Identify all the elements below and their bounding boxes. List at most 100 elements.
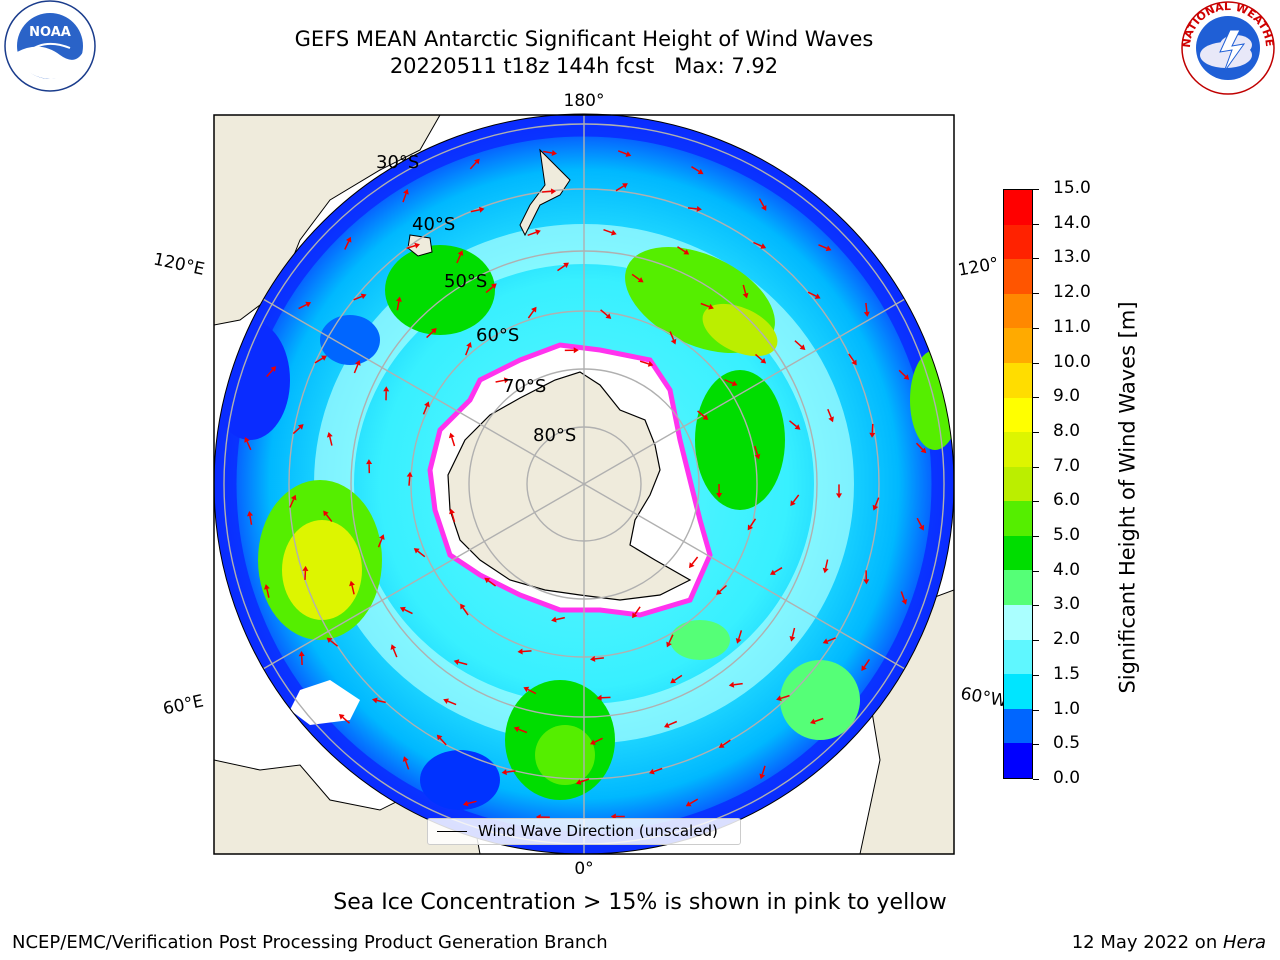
wind-wave-arrow-shaft: [527, 688, 537, 695]
wind-wave-arrow-head: [861, 665, 867, 671]
wind-wave-arrow-shaft: [691, 556, 699, 565]
wind-wave-arrow-head: [338, 714, 345, 720]
noaa-logo: NOAA: [4, 0, 96, 92]
wind-wave-arrow-shaft: [827, 637, 836, 642]
wind-wave-arrow-shaft: [456, 254, 462, 264]
wind-wave-arrow-head: [247, 511, 253, 517]
wind-wave-arrow-head: [918, 524, 925, 531]
wind-wave-arrow-head: [790, 500, 796, 507]
wind-wave-arrow-shaft: [653, 767, 663, 773]
colorbar-segment: [1004, 743, 1032, 778]
wind-wave-arrow-head: [702, 414, 709, 420]
wind-wave-arrow-head: [760, 243, 767, 249]
wind-wave-arrow-head: [670, 338, 677, 345]
wind-wave-arrow-shaft: [871, 423, 874, 433]
wind-wave-arrow-head: [664, 722, 670, 728]
wind-wave-arrow-head: [479, 206, 485, 213]
footer-date-text: 12 May 2022 on: [1071, 932, 1223, 953]
wind-wave-arrow-head: [760, 358, 767, 364]
wind-wave-arrow-head: [575, 779, 582, 785]
wind-wave-arrow-shaft: [915, 442, 924, 451]
wind-wave-arrow-shaft: [462, 607, 469, 616]
colorbar-segment: [1004, 224, 1032, 260]
wind-wave-arrow-shaft: [687, 207, 697, 210]
colorbar-segment: [1004, 570, 1032, 606]
colorbar-segment: [1004, 501, 1032, 536]
wind-wave-arrow-shaft: [344, 240, 350, 250]
wind-wave-arrow-head: [759, 773, 766, 780]
wind-wave-arrow-head: [326, 637, 333, 643]
wind-wave-arrow-shaft: [824, 559, 829, 569]
map-frame: [213, 114, 955, 855]
wind-wave-arrow-head: [716, 589, 722, 595]
wind-wave-arrow-shaft: [555, 616, 565, 621]
wind-wave-arrow-head: [869, 432, 876, 438]
wind-wave-arrow-shaft: [673, 674, 683, 682]
wind-wave-arrow-shaft: [249, 515, 253, 525]
wind-wave-arrow-head: [611, 229, 617, 236]
wind-wave-arrow-shaft: [292, 426, 301, 435]
colorbar-segment: [1004, 605, 1032, 640]
lat-label-60s: 60°S: [476, 325, 519, 346]
wind-wave-arrow-shaft: [406, 244, 416, 250]
wind-wave-arrow-head: [305, 301, 312, 308]
colorbar-tick-label: 5.0: [1053, 525, 1081, 546]
wind-wave-arrow-head: [484, 577, 491, 584]
wind-wave-arrow-shaft: [353, 295, 363, 301]
colorbar-tick-label: 1.5: [1053, 663, 1081, 684]
wind-wave-arrow-shaft: [848, 353, 855, 362]
wind-wave-arrow-shaft: [719, 584, 728, 593]
wind-wave-arrow-head: [872, 504, 879, 511]
wind-wave-arrow-head: [346, 236, 352, 243]
wind-wave-arrow-shaft: [916, 517, 923, 527]
wind-wave-arrow-head: [383, 386, 390, 392]
colorbar-segment: [1004, 362, 1032, 398]
wind-wave-arrow-shaft: [342, 716, 350, 724]
chart-title: GEFS MEAN Antarctic Significant Height o…: [294, 27, 874, 51]
wind-wave-arrow-shaft: [761, 765, 766, 775]
wind-wave-arrow-shaft: [722, 739, 731, 746]
wind-wave-arrow-head: [355, 360, 361, 366]
wind-wave-arrow-head: [649, 768, 655, 775]
wind-wave-arrow-head: [825, 245, 832, 252]
wind-wave-arrow-shaft: [689, 798, 699, 805]
wind-wave-arrow-shaft: [827, 408, 832, 418]
wind-wave-arrow-head: [462, 800, 469, 807]
footer-date: 12 May 2022 on Hera: [1072, 932, 1266, 953]
wind-wave-arrow-shaft: [780, 694, 790, 700]
wind-wave-arrow-shaft: [353, 364, 359, 374]
wind-wave-arrow-shaft: [791, 627, 796, 637]
wind-wave-arrow-head: [551, 150, 557, 156]
wind-wave-arrow-head: [596, 694, 602, 701]
colorbar-tick-label: 0.0: [1053, 768, 1081, 788]
map-legend: Wind Wave Direction (unscaled): [427, 818, 741, 845]
wind-wave-arrow-shaft: [376, 699, 386, 704]
wind-wave-arrow-head: [466, 342, 472, 348]
wind-wave-arrow-shaft: [631, 273, 640, 281]
wind-wave-arrow-head: [366, 459, 373, 465]
lat-label-30s: 30°S: [376, 152, 419, 173]
wind-wave-arrow-shaft: [749, 518, 757, 527]
colorbar-tick-mark: [1033, 258, 1039, 260]
wind-wave-arrow-head: [822, 567, 829, 574]
wind-wave-arrows: [244, 150, 927, 821]
colorbar-tick-mark: [1033, 501, 1039, 503]
wind-wave-arrow-head: [828, 416, 834, 423]
colorbar-tick-label: 7.0: [1053, 455, 1081, 476]
wind-wave-arrow-head: [728, 681, 735, 688]
colorbar-tick-mark: [1033, 431, 1039, 433]
wind-wave-arrow-head: [836, 493, 842, 499]
wind-wave-arrow-shaft: [794, 340, 803, 348]
graticule: [223, 114, 945, 854]
wind-wave-arrow-shaft: [246, 441, 252, 451]
wind-wave-arrow-head: [323, 510, 329, 517]
colorbar-segment: [1004, 328, 1032, 363]
wind-wave-arrow-head: [264, 584, 270, 590]
wind-wave-arrow-head: [396, 296, 402, 302]
wind-wave-arrow-head: [457, 250, 464, 256]
colorbar-tick-mark: [1033, 640, 1039, 642]
colorbar-tick-label: 10.0: [1053, 351, 1091, 372]
nws-logo-ring-text: NATIONAL WEATHER SERVICE: [0, 0, 1276, 48]
wind-wave-arrow-head: [789, 636, 796, 642]
